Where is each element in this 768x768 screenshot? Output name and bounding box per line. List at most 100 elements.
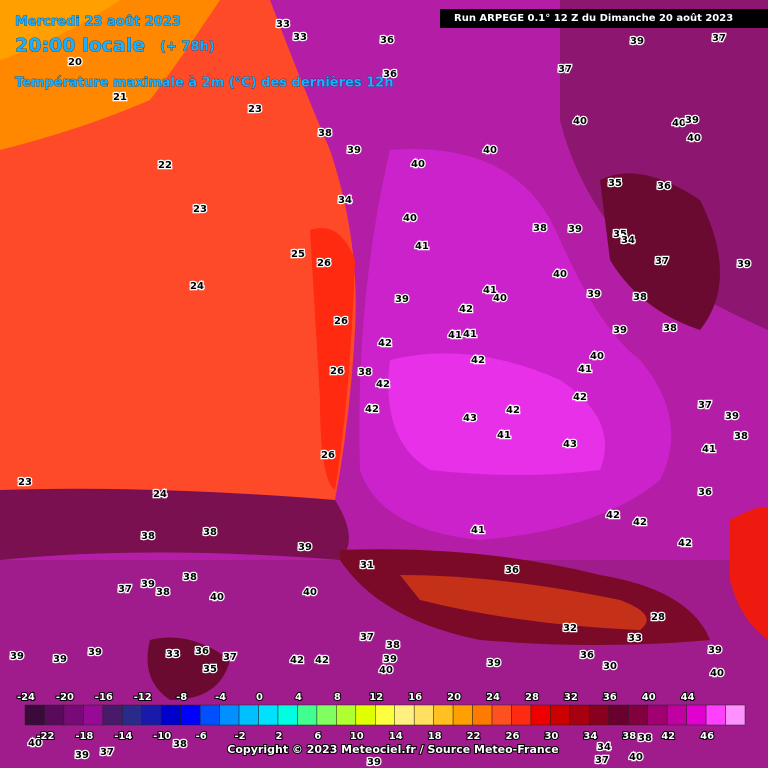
temp-label: 26	[317, 258, 331, 269]
legend-swatch	[219, 704, 240, 726]
legend-swatch	[44, 704, 65, 726]
temp-label: 40	[28, 738, 42, 749]
temp-label: 42	[606, 510, 620, 521]
legend-label: 40	[642, 692, 656, 703]
legend-label: 34	[583, 731, 597, 742]
temp-label: 40	[411, 159, 425, 170]
temp-label: 36	[505, 565, 519, 576]
legend-swatch	[569, 704, 590, 726]
legend-swatch	[433, 704, 454, 726]
temp-label: 32	[563, 623, 577, 634]
legend-swatch	[122, 704, 143, 726]
temp-label: 22	[158, 160, 172, 171]
legend-swatch	[705, 704, 726, 726]
legend-label: 10	[350, 731, 364, 742]
temp-label: 39	[298, 542, 312, 553]
temp-label: 31	[360, 560, 374, 571]
temp-label: 42	[365, 404, 379, 415]
legend-swatch	[375, 704, 395, 726]
legend-swatch	[550, 704, 571, 726]
temp-label: 39	[383, 654, 397, 665]
temp-label: 38	[734, 431, 748, 442]
legend-label: 42	[661, 731, 675, 742]
temp-label: 36	[380, 35, 394, 46]
temp-label: 39	[685, 115, 699, 126]
temp-label: 39	[708, 645, 722, 656]
legend-label: -16	[95, 692, 113, 703]
legend-label: 12	[369, 692, 383, 703]
date: Mercredi 23 août 2023	[15, 15, 181, 30]
temp-label: 41	[578, 364, 592, 375]
temp-label: 42	[378, 338, 392, 349]
temp-label: 36	[580, 650, 594, 661]
legend-label: -8	[176, 692, 187, 703]
temp-label: 23	[193, 204, 207, 215]
temp-label: 39	[347, 145, 361, 156]
legend-swatch	[316, 704, 337, 726]
temp-label: 37	[118, 584, 132, 595]
legend-swatch	[589, 704, 610, 726]
temp-label: 41	[497, 430, 511, 441]
temp-label: 23	[18, 477, 32, 488]
temp-label: 40	[553, 269, 567, 280]
temp-label: 40	[483, 145, 497, 156]
temp-label: 42	[459, 304, 473, 315]
temp-label: 42	[376, 379, 390, 390]
sea-orange	[0, 0, 220, 150]
legend-swatch	[413, 704, 434, 726]
legend-label: 26	[506, 731, 520, 742]
legend-label: -18	[75, 731, 93, 742]
run-banner	[440, 9, 768, 28]
temp-label: 38	[638, 733, 652, 744]
temp-label: 37	[223, 652, 237, 663]
legend-label: 30	[544, 731, 558, 742]
temp-label: 43	[463, 413, 477, 424]
temp-label: 40	[687, 133, 701, 144]
temp-label: 28	[651, 612, 665, 623]
temp-label: 39	[367, 757, 381, 768]
temp-label: 34	[621, 235, 635, 246]
temp-label: 20	[68, 57, 82, 68]
temp-label: 43	[563, 439, 577, 450]
legend-swatch	[686, 704, 707, 726]
coast-band	[0, 488, 349, 560]
temp-label: 26	[330, 366, 344, 377]
temp-label: 36	[698, 487, 712, 498]
legend-swatch	[258, 704, 279, 726]
temp-label: 21	[113, 92, 127, 103]
temp-label: 33	[276, 19, 290, 30]
temp-label: 37	[100, 747, 114, 758]
legend-label: 0	[256, 692, 263, 703]
temp-label: 41	[463, 329, 477, 340]
legend-label: 36	[603, 692, 617, 703]
temp-label: 39	[53, 654, 67, 665]
temp-label: 36	[657, 181, 671, 192]
legend-label: -4	[215, 692, 226, 703]
legend-label: 28	[525, 692, 539, 703]
temp-label: 37	[360, 632, 374, 643]
legend-label: 4	[295, 692, 302, 703]
legend-swatch	[102, 704, 123, 726]
legend-swatch	[394, 704, 415, 726]
temp-label: 36	[195, 646, 209, 657]
legend-label: 24	[486, 692, 500, 703]
temp-label: 35	[203, 664, 217, 675]
temp-label: 33	[293, 32, 307, 43]
temp-label: 40	[710, 668, 724, 679]
temp-label: 35	[613, 229, 627, 240]
temp-label: 37	[558, 64, 572, 75]
legend-label: 8	[334, 692, 341, 703]
legend-label: -24	[17, 692, 35, 703]
legend-label: -2	[234, 731, 245, 742]
legend-label: -12	[134, 692, 152, 703]
temp-label: 39	[10, 651, 24, 662]
legend-swatch	[336, 704, 357, 726]
temp-label: 39	[737, 259, 751, 270]
legend-swatch	[180, 704, 201, 726]
legend-swatch	[238, 704, 259, 726]
temp-label: 26	[321, 450, 335, 461]
legend-swatch	[83, 704, 104, 726]
temp-label: 38	[173, 739, 187, 750]
legend-swatch	[530, 704, 551, 726]
